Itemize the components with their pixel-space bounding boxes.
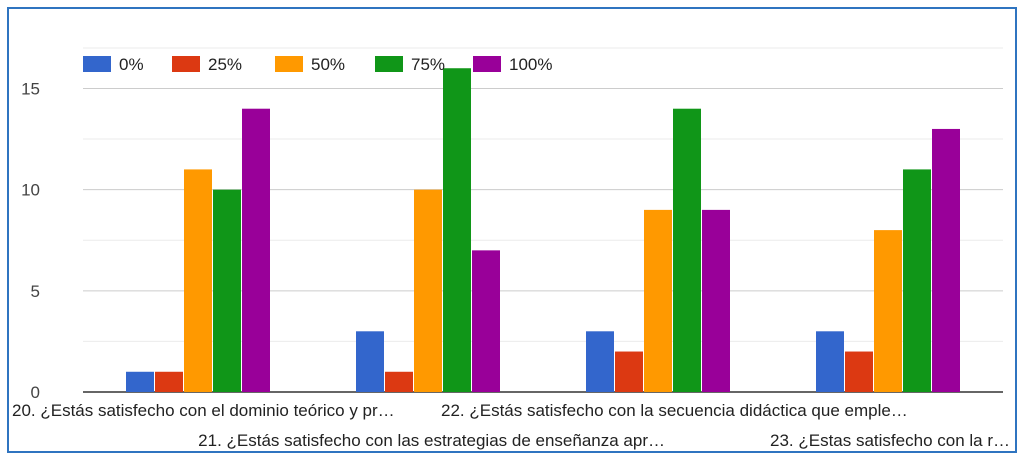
bars — [126, 68, 960, 393]
legend-item[interactable]: 100% — [473, 55, 552, 74]
bar[interactable] — [126, 371, 154, 392]
category-label: 20. ¿Estás satisfecho con el dominio teó… — [12, 401, 395, 420]
legend-swatch — [473, 56, 501, 72]
bar[interactable] — [903, 169, 931, 392]
category-label: 23. ¿Estas satisfecho con la r… — [770, 431, 1010, 450]
legend-item[interactable]: 25% — [172, 55, 242, 74]
bar[interactable] — [644, 209, 672, 392]
legend-label: 0% — [119, 55, 144, 74]
y-tick-label: 15 — [21, 79, 40, 98]
bar[interactable] — [702, 209, 730, 392]
legend[interactable]: 0% 25% 50% 75% 100% — [83, 55, 552, 74]
y-tick-label: 10 — [21, 181, 40, 200]
bar[interactable] — [816, 331, 844, 392]
legend-swatch — [83, 56, 111, 72]
legend-swatch — [275, 56, 303, 72]
bar[interactable] — [586, 331, 614, 392]
legend-item[interactable]: 0% — [83, 55, 144, 74]
y-tick-label: 0 — [31, 383, 40, 402]
bar[interactable] — [184, 169, 212, 392]
bar[interactable] — [932, 128, 960, 393]
bar[interactable] — [213, 189, 241, 392]
category-labels: 20. ¿Estás satisfecho con el dominio teó… — [12, 401, 1010, 450]
legend-item[interactable]: 75% — [375, 55, 445, 74]
bar[interactable] — [673, 108, 701, 393]
bar[interactable] — [615, 351, 643, 392]
bar[interactable] — [385, 371, 413, 392]
bar[interactable] — [472, 250, 500, 392]
legend-label: 75% — [411, 55, 445, 74]
bar[interactable] — [874, 230, 902, 392]
y-axis-ticks: 0 5 10 15 — [21, 79, 40, 402]
bar[interactable] — [155, 371, 183, 392]
legend-label: 25% — [208, 55, 242, 74]
y-tick-label: 5 — [31, 282, 40, 301]
category-label: 22. ¿Estás satisfecho con la secuencia d… — [441, 401, 908, 420]
category-label: 21. ¿Estás satisfecho con las estrategia… — [198, 431, 665, 450]
bar[interactable] — [845, 351, 873, 392]
bar[interactable] — [356, 331, 384, 392]
legend-swatch — [172, 56, 200, 72]
bar[interactable] — [443, 68, 471, 392]
legend-label: 100% — [509, 55, 552, 74]
legend-item[interactable]: 50% — [275, 55, 345, 74]
bar[interactable] — [414, 189, 442, 392]
legend-swatch — [375, 56, 403, 72]
bar[interactable] — [242, 108, 270, 393]
legend-label: 50% — [311, 55, 345, 74]
